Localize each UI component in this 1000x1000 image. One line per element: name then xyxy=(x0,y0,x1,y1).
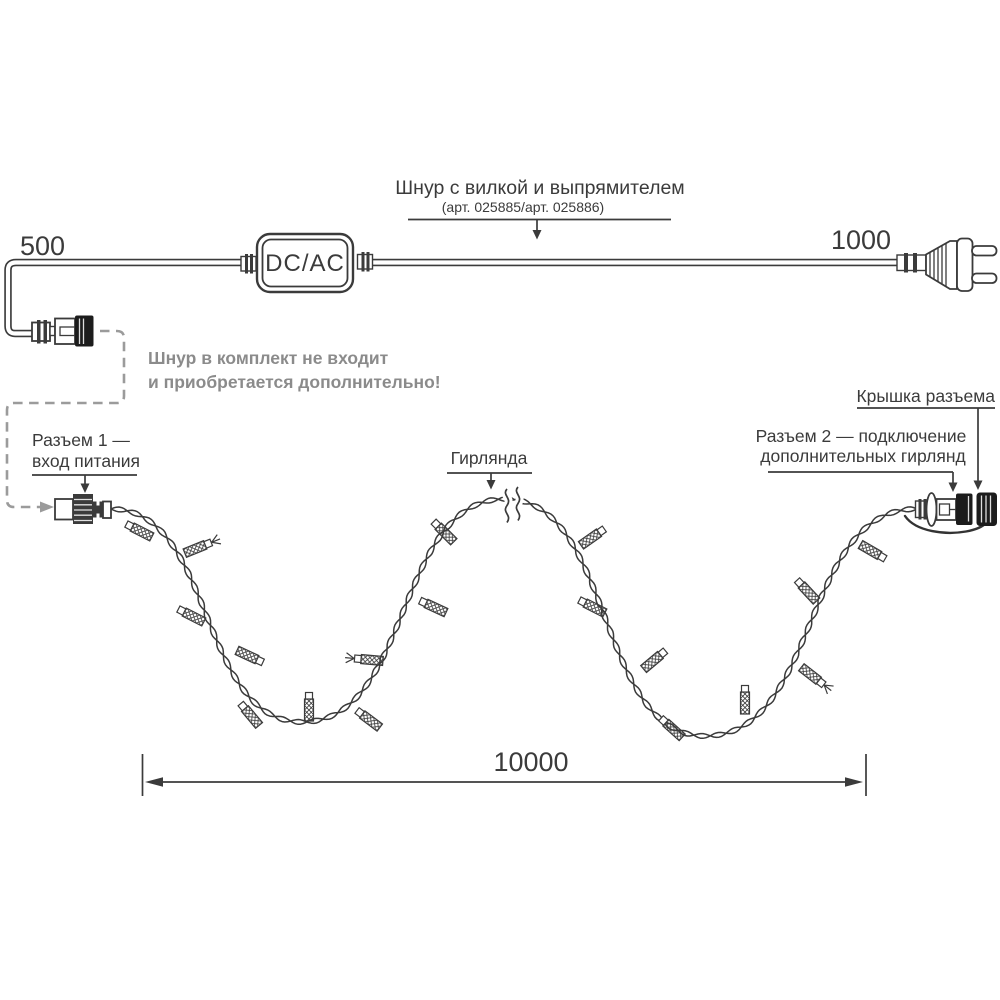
connector2-assembly xyxy=(903,492,997,534)
garland-bulb xyxy=(739,684,751,715)
connector1-callout: Разъем 1 — вход питания xyxy=(32,430,140,493)
dcac-strain-relief-left xyxy=(240,254,257,274)
garland-bulb xyxy=(857,539,888,563)
connector2-label-line2: дополнительных гирлянд xyxy=(760,446,965,466)
dimension-ticks xyxy=(141,754,867,796)
garland-wire-strand xyxy=(110,497,917,740)
dcac-label: DC/AC xyxy=(265,250,345,277)
plug-face xyxy=(956,237,974,292)
garland-bulb xyxy=(430,518,458,546)
plug-body-ribs xyxy=(929,243,947,287)
garland-dimension: 10000 xyxy=(141,747,867,796)
not-included-callout: Шнур в комплект не входит и приобретаетс… xyxy=(5,329,441,513)
garland-bulb xyxy=(176,605,207,627)
warning-line1: Шнур в комплект не входит xyxy=(148,348,389,368)
connector-cap xyxy=(976,492,997,526)
garland-bulb xyxy=(237,700,264,730)
garland-bulbs xyxy=(124,518,888,742)
plug-prong-top xyxy=(971,245,998,257)
bulb-whiskers xyxy=(823,684,834,695)
garland-arrow xyxy=(486,480,496,490)
garland-bulb xyxy=(657,714,687,742)
connector2-label-line1: Разъем 2 — подключение xyxy=(756,426,967,446)
cap-callout: Крышка разъема xyxy=(856,386,995,490)
garland-label: Гирлянда xyxy=(451,448,528,468)
garland-bulb xyxy=(345,652,385,667)
connector1 xyxy=(54,494,112,524)
dashed-hook-arrow xyxy=(40,501,54,513)
warning-line2: и приобретается дополнительно! xyxy=(148,372,441,392)
dcac-converter-box: DC/AC xyxy=(240,232,374,294)
cord-left-segment xyxy=(4,258,241,338)
mains-plug xyxy=(896,237,998,292)
power-cord-assembly: DC/AC xyxy=(4,225,998,347)
dimension-arrow-right xyxy=(845,777,863,787)
cord-note-title: Шнур с вилкой и выпрямителем xyxy=(395,177,684,199)
connector1-arrow xyxy=(80,483,90,493)
connector1-label-line2: вход питания xyxy=(32,451,140,471)
garland-bulb xyxy=(124,520,155,542)
cap-arrow xyxy=(973,480,983,490)
cap-label: Крышка разъема xyxy=(856,386,995,406)
garland-leader xyxy=(447,472,532,481)
garland-callout: Гирлянда xyxy=(447,448,532,490)
garland-bulb xyxy=(577,596,608,618)
garland-bulb xyxy=(234,645,266,667)
dcac-strain-relief-right xyxy=(356,252,374,272)
connector2-callout: Разъем 2 — подключение дополнительных ги… xyxy=(756,426,967,492)
plug-strain-relief xyxy=(896,253,927,273)
bulb-whiskers xyxy=(211,534,222,545)
garland-bulb xyxy=(417,596,449,618)
wire-break-mark xyxy=(501,484,524,525)
cord-note-subtitle: (арт. 025885/арт. 025886) xyxy=(442,199,604,215)
garland-bulb xyxy=(182,534,222,559)
garland-bulb xyxy=(354,706,384,733)
cord-note-arrow xyxy=(532,230,542,240)
dashed-hook xyxy=(5,329,126,509)
garland-bulb xyxy=(577,525,608,550)
connector2-leader xyxy=(768,471,954,483)
cord-end-connector xyxy=(31,315,94,347)
garland-bulb xyxy=(793,576,821,605)
cord-note: Шнур с вилкой и выпрямителем (арт. 02588… xyxy=(395,177,685,240)
cap-leader xyxy=(857,407,995,481)
dim-1000: 1000 xyxy=(831,225,891,255)
dimension-arrow-left xyxy=(145,777,163,787)
connector2-arrow xyxy=(948,482,958,492)
garland-wire-strand xyxy=(110,495,917,739)
plug-prong-bottom xyxy=(971,272,998,284)
bulb-whiskers xyxy=(345,652,355,664)
cord-note-leader xyxy=(408,218,671,231)
dim-500: 500 xyxy=(20,231,65,261)
connector2 xyxy=(914,492,973,527)
dim-10000: 10000 xyxy=(493,747,568,777)
garland-wire xyxy=(110,495,917,740)
garland-bulb xyxy=(797,662,834,695)
connector1-label-line1: Разъем 1 — xyxy=(32,430,130,450)
garland-bulb xyxy=(639,647,669,674)
connector1-leader xyxy=(32,474,137,484)
garland-bulb xyxy=(303,691,315,722)
